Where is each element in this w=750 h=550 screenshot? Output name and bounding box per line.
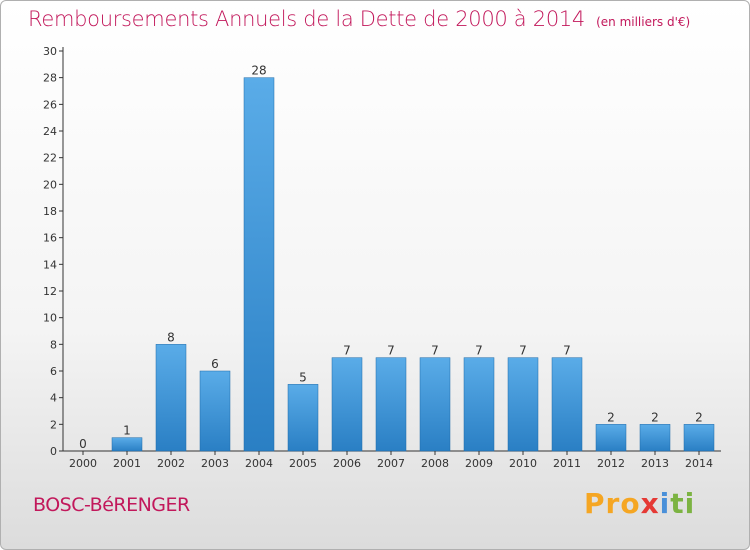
bar — [111, 437, 143, 452]
bar — [199, 370, 231, 452]
value-label: 7 — [431, 344, 439, 358]
value-label: 2 — [695, 410, 703, 424]
value-label: 7 — [519, 344, 527, 358]
brand-logo: Proxiti — [584, 487, 695, 520]
x-tick-label: 2001 — [113, 457, 141, 470]
y-tick-label: 14 — [43, 258, 57, 271]
brand-part-4: ti — [670, 487, 696, 520]
x-tick-label: 2003 — [201, 457, 229, 470]
bar — [639, 424, 671, 452]
value-label: 1 — [123, 424, 131, 438]
value-label: 8 — [167, 330, 175, 344]
y-tick-label: 16 — [43, 232, 57, 245]
value-label: 7 — [475, 344, 483, 358]
y-tick-label: 0 — [50, 445, 57, 458]
value-label: 5 — [299, 370, 307, 384]
y-tick-label: 20 — [43, 178, 57, 191]
y-tick-label: 12 — [43, 285, 57, 298]
x-tick-label: 2008 — [421, 457, 449, 470]
y-tick-label: 8 — [50, 338, 57, 351]
x-tick-label: 2009 — [465, 457, 493, 470]
value-label: 2 — [607, 410, 615, 424]
y-tick-label: 24 — [43, 125, 57, 138]
x-tick-label: 2014 — [685, 457, 713, 470]
y-tick-label: 22 — [43, 152, 57, 165]
value-label: 6 — [211, 357, 219, 371]
x-tick-label: 2006 — [333, 457, 361, 470]
y-tick-label: 4 — [50, 392, 57, 405]
brand-part-3: i — [659, 487, 671, 520]
bar — [331, 357, 363, 452]
y-tick-label: 10 — [43, 312, 57, 325]
y-tick-label: 2 — [50, 418, 57, 431]
y-tick-label: 26 — [43, 98, 57, 111]
x-tick-label: 2013 — [641, 457, 669, 470]
bar — [243, 77, 275, 452]
x-tick-label: 2012 — [597, 457, 625, 470]
y-tick-label: 18 — [43, 205, 57, 218]
brand-part-1: Pro — [584, 487, 641, 520]
value-label: 7 — [343, 344, 351, 358]
title-text: Remboursements Annuels de la Dette de 20… — [28, 7, 585, 31]
y-tick-label: 30 — [43, 45, 57, 58]
y-tick-label: 28 — [43, 72, 57, 85]
bar — [287, 384, 319, 452]
value-label: 7 — [563, 344, 571, 358]
bar — [375, 357, 407, 452]
bar — [683, 424, 715, 452]
bar — [155, 344, 187, 452]
value-label: 0 — [79, 437, 87, 451]
bar — [419, 357, 451, 452]
bar — [551, 357, 583, 452]
y-tick-label: 6 — [50, 365, 57, 378]
x-tick-label: 2000 — [69, 457, 97, 470]
x-tick-label: 2004 — [245, 457, 273, 470]
bar — [595, 424, 627, 452]
value-label: 7 — [387, 344, 395, 358]
chart-title: Remboursements Annuels de la Dette de 20… — [28, 7, 690, 31]
bar — [507, 357, 539, 452]
value-label: 28 — [251, 64, 266, 78]
commune-name: BOSC-BéRENGER — [33, 494, 190, 516]
x-tick-label: 2010 — [509, 457, 537, 470]
x-tick-label: 2007 — [377, 457, 405, 470]
x-tick-label: 2002 — [157, 457, 185, 470]
unit-note: (en milliers d'€) — [596, 15, 691, 29]
x-tick-label: 2011 — [553, 457, 581, 470]
brand-part-2: x — [640, 487, 660, 520]
value-label: 2 — [651, 410, 659, 424]
bar — [463, 357, 495, 452]
x-tick-label: 2005 — [289, 457, 317, 470]
